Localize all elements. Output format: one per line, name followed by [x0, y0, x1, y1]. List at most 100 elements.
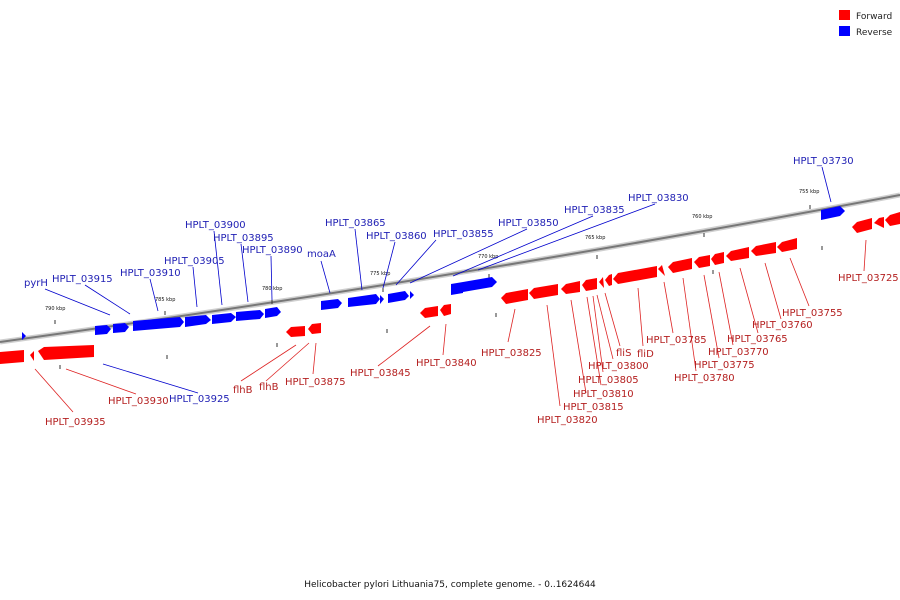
gene-label: HPLT_03770: [708, 347, 769, 358]
gene-arrow: [265, 307, 281, 318]
gene-label: HPLT_03780: [674, 373, 735, 384]
gene-arrow: [711, 252, 724, 265]
legend-swatch-reverse: [839, 26, 850, 36]
gene-label: HPLT_03895: [213, 233, 274, 244]
gene-arrow: [561, 281, 580, 294]
gene-label: HPLT_03825: [481, 348, 542, 359]
gene-label: HPLT_03725: [838, 273, 899, 284]
forward-gene-labels: HPLT_03935 HPLT_03930 flhB flhB HPLT_038…: [45, 273, 899, 428]
gene-arrow: [694, 255, 710, 268]
tick-label: 780 kbp: [262, 286, 282, 292]
gene-arrow: [668, 258, 692, 273]
gene-label: HPLT_03910: [120, 268, 181, 279]
gene-label: HPLT_03835: [564, 205, 625, 216]
tick-label: 760 kbp: [692, 214, 712, 220]
gene-label: HPLT_03810: [573, 389, 634, 400]
gene-arrow: [22, 332, 26, 340]
gene-label: HPLT_03850: [498, 218, 559, 229]
tick-label: 755 kbp: [799, 189, 819, 195]
gene-label: fliS: [616, 348, 631, 359]
gene-arrow: [380, 295, 384, 304]
gene-arrow: [852, 218, 872, 233]
gene-arrow: [420, 306, 438, 318]
gene-label: HPLT_03765: [727, 334, 788, 345]
reverse-gene-labels: pyrH HPLT_03915 HPLT_03910 HPLT_03905 HP…: [24, 156, 854, 405]
gene-arrow: [751, 242, 776, 256]
gene-arrow: [185, 315, 211, 327]
gene-arrow: [463, 277, 497, 292]
gene-arrow: [529, 284, 558, 299]
gene-arrow: [599, 277, 604, 288]
gene-arrow: [133, 317, 184, 331]
tick-label: 785 kbp: [155, 297, 175, 303]
tick-label: 770 kbp: [478, 254, 498, 260]
gene-arrow: [658, 265, 665, 276]
gene-arrow: [388, 291, 409, 303]
gene-arrow: [885, 212, 900, 226]
genome-caption: Helicobacter pylori Lithuania75, complet…: [304, 580, 596, 590]
tick-labels: 790 kbp 785 kbp 780 kbp 775 kbp 770 kbp …: [45, 189, 819, 312]
gene-arrow: [501, 289, 528, 304]
gene-arrow: [0, 350, 24, 364]
legend-label-reverse: Reverse: [856, 28, 893, 38]
tick-marks: [54, 205, 823, 369]
gene-arrow: [726, 247, 749, 261]
gene-arrow: [582, 278, 597, 291]
gene-arrow: [236, 310, 264, 321]
gene-label: HPLT_03865: [325, 218, 386, 229]
gene-arrow: [440, 304, 451, 316]
gene-arrow: [113, 323, 129, 333]
gene-arrow: [286, 326, 305, 337]
gene-label: pyrH: [24, 278, 48, 289]
gene-label: moaA: [307, 249, 336, 260]
gene-label: flhB: [233, 385, 253, 396]
gene-arrow: [321, 299, 342, 310]
gene-arrow: [777, 238, 797, 252]
gene-arrow: [38, 345, 94, 360]
gene-label: HPLT_03800: [588, 361, 649, 372]
gene-label: flhB: [259, 382, 279, 393]
gene-arrow: [410, 291, 414, 299]
gene-label: HPLT_03855: [433, 229, 494, 240]
gene-arrow: [308, 323, 321, 334]
gene-arrow: [613, 266, 657, 284]
gene-arrow: [451, 282, 463, 295]
gene-label: HPLT_03820: [537, 415, 598, 426]
legend-label-forward: Forward: [856, 12, 892, 22]
reverse-leader-lines: [44, 166, 832, 394]
gene-arrow: [348, 294, 380, 307]
gene-arrow: [30, 351, 34, 361]
reverse-genes: [22, 206, 845, 340]
gene-label: HPLT_03875: [285, 377, 346, 388]
gene-label: HPLT_03755: [782, 308, 843, 319]
legend: Forward Reverse: [839, 10, 893, 38]
gene-label: HPLT_03935: [45, 417, 106, 428]
gene-label: HPLT_03830: [628, 193, 689, 204]
forward-genes: [0, 212, 900, 364]
gene-label: HPLT_03845: [350, 368, 411, 379]
gene-label: HPLT_03925: [169, 394, 230, 405]
gene-label: HPLT_03915: [52, 274, 113, 285]
gene-label: HPLT_03905: [164, 256, 225, 267]
gene-label: HPLT_03890: [242, 245, 303, 256]
gene-arrow: [821, 206, 845, 220]
gene-label: HPLT_03900: [185, 220, 246, 231]
gene-label: HPLT_03805: [578, 375, 639, 386]
gene-label: HPLT_03815: [563, 402, 624, 413]
gene-arrow: [605, 274, 612, 286]
gene-label: HPLT_03775: [694, 360, 755, 371]
gene-label: HPLT_03930: [108, 396, 169, 407]
tick-label: 775 kbp: [370, 271, 390, 277]
genome-axis: [0, 192, 900, 345]
gene-label: HPLT_03860: [366, 231, 427, 242]
gene-label: fliD: [637, 349, 654, 360]
gene-arrow: [95, 325, 111, 335]
gene-label: HPLT_03760: [752, 320, 813, 331]
tick-label: 790 kbp: [45, 306, 65, 312]
legend-swatch-forward: [839, 10, 850, 20]
gene-label: HPLT_03840: [416, 358, 477, 369]
gene-arrow: [212, 313, 236, 324]
tick-label: 765 kbp: [585, 235, 605, 241]
gene-label: HPLT_03785: [646, 335, 707, 346]
